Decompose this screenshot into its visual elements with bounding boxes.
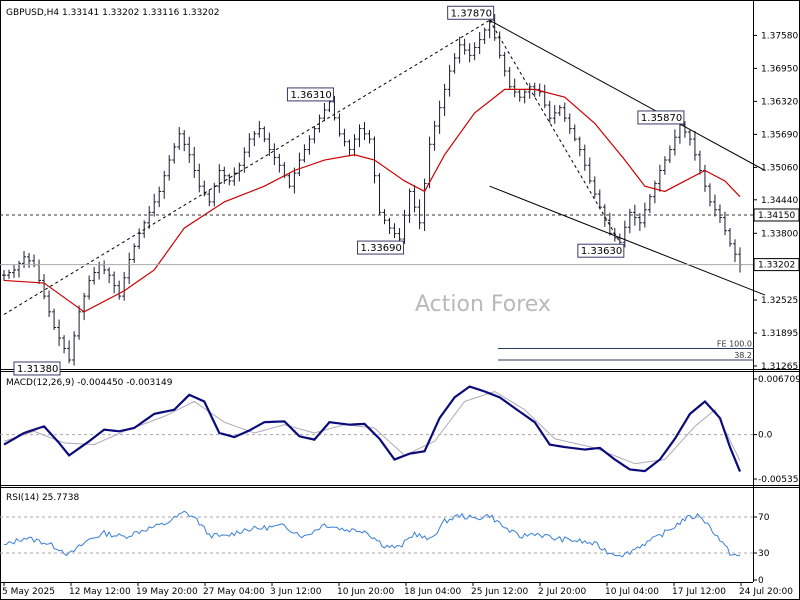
price-tick-label: 1.35060 (761, 163, 798, 173)
price-pane: 1.37580 1.36950 1.36320 1.35690 1.35060 1.344… (0, 5, 800, 376)
pivot-label-box (637, 110, 685, 125)
time-tick-label: 18 Jun 04:00 (404, 587, 461, 597)
time-tick-label: 10 Jun 20:00 (337, 587, 394, 597)
pivot-label: 1.37870 (451, 8, 492, 19)
pivot-label: 1.35870 (641, 113, 682, 124)
price-tick-label: 1.31265 (761, 362, 798, 372)
macd-pane: 0.006709 0.0 -0.00535 (0, 375, 800, 485)
pivot-label-box (577, 243, 625, 258)
time-tick-label: 10 Jul 04:00 (605, 587, 659, 597)
price-tick-label: 1.36320 (761, 97, 798, 107)
pivot-label: 1.33690 (361, 243, 402, 254)
trendline (489, 19, 766, 171)
price-pane-title: GBPUSD,H4 1.33141 1.33202 1.33116 1.3320… (6, 8, 219, 18)
time-tick-label: 2 Jul 20:00 (538, 587, 587, 597)
rsi-tick-label: 0 (758, 576, 764, 586)
rsi-pane-title: RSI(14) 25.7738 (6, 493, 79, 503)
rsi-pane: 70 30 0 (0, 510, 770, 586)
trendline (489, 20, 621, 243)
macd-pane-title: MACD(12,26,9) -0.004450 -0.003149 (6, 378, 173, 388)
fib-label: 38.2 (734, 351, 752, 360)
watermark: Action Forex (415, 292, 551, 317)
trendline (3, 19, 490, 315)
pivot-label: 1.31380 (17, 364, 58, 375)
rsi-tick-label: 30 (758, 549, 770, 559)
moving-average-line (3, 88, 741, 313)
price-tick-label: 1.34440 (761, 196, 798, 206)
macd-tick-label: 0.0 (758, 431, 773, 441)
price-tick-label: 1.37580 (761, 31, 798, 41)
rsi-line (3, 510, 741, 558)
macd-tick-label: 0.006709 (758, 375, 800, 385)
time-tick-label: 5 May 2025 (2, 587, 55, 597)
price-tick-label: 1.33800 (761, 229, 798, 239)
time-tick-label: 27 May 04:00 (203, 587, 265, 597)
time-tick-label: 24 Jul 20:00 (739, 587, 793, 597)
time-tick-label: 3 Jun 12:00 (270, 587, 322, 597)
time-tick-label: 12 May 12:00 (69, 587, 131, 597)
pivot-label-box (286, 87, 334, 102)
pivot-label: 1.33630 (581, 246, 622, 257)
time-tick-label: 25 Jun 12:00 (471, 587, 528, 597)
price-tick-label: 1.36950 (761, 64, 798, 74)
fib-label: FE 100.0 (717, 339, 752, 348)
pivot-label-box (447, 5, 495, 20)
price-level-label: 1.33202 (758, 261, 795, 271)
pivot-label-box (13, 361, 61, 376)
price-level-box (753, 258, 800, 272)
rsi-tick-label: 70 (758, 513, 770, 523)
time-tick-label: 19 May 20:00 (136, 587, 198, 597)
price-tick-label: 1.35690 (761, 130, 798, 140)
price-tick-label: 1.32525 (761, 296, 798, 306)
time-axis: 5 May 2025 12 May 12:00 19 May 20:00 27 May… (2, 582, 793, 597)
pivot-label: 1.36310 (290, 90, 331, 101)
macd-main-line (3, 385, 742, 473)
price-tick-label: 1.31895 (761, 329, 798, 339)
price-level-label: 1.34150 (758, 211, 795, 221)
trendline (489, 185, 766, 296)
macd-tick-label: -0.00535 (758, 475, 798, 485)
pivot-label-box (357, 240, 405, 255)
time-tick-label: 17 Jul 12:00 (672, 587, 726, 597)
price-level-box (753, 208, 800, 222)
